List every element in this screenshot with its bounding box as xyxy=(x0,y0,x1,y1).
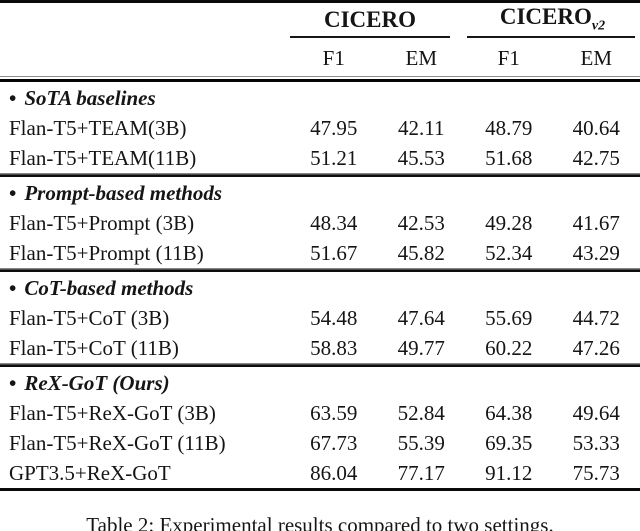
cell-em-cicerov2: 53.33 xyxy=(572,430,620,455)
metric-header-f1-cicero: F1 xyxy=(322,45,345,70)
model-name: Flan-T5+ReX-GoT (11B) xyxy=(9,430,226,455)
cell-f1-cicerov2: 51.68 xyxy=(485,145,533,170)
cell-em-cicerov2: 41.67 xyxy=(572,210,620,235)
section-sota-baselines: • SoTA baselines Flan-T5+TEAM(3B) 47.95 4… xyxy=(0,82,640,173)
column-group-cicero-v2: CICEROv2 xyxy=(465,4,640,35)
section-header-row: • CoT-based methods xyxy=(0,273,640,303)
table-row: Flan-T5+Prompt (11B) 51.67 45.82 52.34 4… xyxy=(0,238,640,268)
bullet-icon: • xyxy=(9,85,17,110)
section-header-row: • SoTA baselines xyxy=(0,83,640,113)
section-title: ReX-GoT (Ours) xyxy=(24,370,170,395)
cell-f1-cicerov2: 48.79 xyxy=(485,115,533,140)
cicero-v2-underline-rule xyxy=(467,36,635,38)
section-title: Prompt-based methods xyxy=(24,180,223,205)
model-name: Flan-T5+Prompt (3B) xyxy=(9,210,195,235)
model-name: Flan-T5+TEAM(11B) xyxy=(9,145,197,170)
bullet-icon: • xyxy=(9,275,17,300)
bullet-icon: • xyxy=(9,370,17,395)
cell-f1-cicero: 47.95 xyxy=(310,115,358,140)
cell-em-cicerov2: 49.64 xyxy=(572,400,620,425)
column-group-cicero: CICERO xyxy=(290,7,450,33)
cell-em-cicero: 55.39 xyxy=(397,430,445,455)
table-row: Flan-T5+ReX-GoT (3B) 63.59 52.84 64.38 4… xyxy=(0,398,640,428)
model-name: Flan-T5+CoT (11B) xyxy=(9,335,179,360)
section-title: SoTA baselines xyxy=(24,85,156,110)
bullet-icon: • xyxy=(9,180,17,205)
table-row: Flan-T5+Prompt (3B) 48.34 42.53 49.28 41… xyxy=(0,208,640,238)
cell-f1-cicerov2: 60.22 xyxy=(485,335,533,360)
section-divider-rule xyxy=(0,268,640,272)
cell-em-cicero: 52.84 xyxy=(397,400,445,425)
column-group-header-row: CICERO CICEROv2 xyxy=(0,3,640,36)
section-cot-based: • CoT-based methods Flan-T5+CoT (3B) 54.4… xyxy=(0,272,640,363)
section-divider-rule xyxy=(0,363,640,367)
cell-em-cicerov2: 44.72 xyxy=(572,305,620,330)
cell-f1-cicerov2: 64.38 xyxy=(485,400,533,425)
metric-header-f1-cicerov2: F1 xyxy=(497,45,520,70)
cell-em-cicero: 45.82 xyxy=(397,240,445,265)
section-header-row: • Prompt-based methods xyxy=(0,178,640,208)
table-bottom-rule xyxy=(0,488,640,491)
model-name: Flan-T5+ReX-GoT (3B) xyxy=(9,400,216,425)
cell-f1-cicero: 51.67 xyxy=(310,240,358,265)
cell-em-cicerov2: 75.73 xyxy=(572,460,620,485)
table-row: Flan-T5+CoT (3B) 54.48 47.64 55.69 44.72 xyxy=(0,303,640,333)
model-name: Flan-T5+Prompt (11B) xyxy=(9,240,204,265)
cell-em-cicero: 42.11 xyxy=(398,115,445,140)
table-row: Flan-T5+TEAM(3B) 47.95 42.11 48.79 40.64 xyxy=(0,113,640,143)
caption-area: Table 2: Experimental results compared t… xyxy=(0,491,640,531)
column-group-label: CICERO xyxy=(499,4,592,30)
table-row: GPT3.5+ReX-GoT 86.04 77.17 91.12 75.73 xyxy=(0,458,640,488)
cell-em-cicerov2: 43.29 xyxy=(572,240,620,265)
cell-em-cicerov2: 40.64 xyxy=(572,115,620,140)
cell-f1-cicerov2: 69.35 xyxy=(485,430,533,455)
cell-em-cicerov2: 47.26 xyxy=(572,335,620,360)
cicero-underline-rule xyxy=(290,36,450,38)
section-title: CoT-based methods xyxy=(24,275,194,300)
model-name: GPT3.5+ReX-GoT xyxy=(9,460,171,485)
cell-em-cicero: 47.64 xyxy=(397,305,445,330)
cell-f1-cicero: 54.48 xyxy=(310,305,358,330)
cell-em-cicerov2: 42.75 xyxy=(572,145,620,170)
table-top-rule xyxy=(0,0,640,3)
cell-f1-cicero: 51.21 xyxy=(310,145,358,170)
cell-f1-cicero: 86.04 xyxy=(310,460,358,485)
metric-header-em-cicerov2: EM xyxy=(580,45,613,70)
model-name: Flan-T5+TEAM(3B) xyxy=(9,115,187,140)
model-name: Flan-T5+CoT (3B) xyxy=(9,305,170,330)
metric-header-em-cicero: EM xyxy=(405,45,438,70)
header-bottom-rule xyxy=(0,76,640,82)
table-row: Flan-T5+CoT (11B) 58.83 49.77 60.22 47.2… xyxy=(0,333,640,363)
table-row: Flan-T5+ReX-GoT (11B) 67.73 55.39 69.35 … xyxy=(0,428,640,458)
cell-em-cicero: 49.77 xyxy=(397,335,445,360)
cell-f1-cicerov2: 55.69 xyxy=(485,305,533,330)
section-header-row: • ReX-GoT (Ours) xyxy=(0,368,640,398)
cell-f1-cicerov2: 49.28 xyxy=(485,210,533,235)
section-divider-rule xyxy=(0,173,640,177)
cell-em-cicero: 42.53 xyxy=(397,210,445,235)
table-row: Flan-T5+TEAM(11B) 51.21 45.53 51.68 42.7… xyxy=(0,143,640,173)
cell-f1-cicerov2: 52.34 xyxy=(485,240,533,265)
cell-em-cicero: 45.53 xyxy=(397,145,445,170)
cell-f1-cicero: 63.59 xyxy=(310,400,358,425)
metric-header-row: F1 EM F1 EM xyxy=(0,40,640,76)
cell-em-cicero: 77.17 xyxy=(397,460,445,485)
cell-f1-cicero: 48.34 xyxy=(310,210,358,235)
column-group-label: CICERO xyxy=(323,6,416,32)
cell-f1-cicerov2: 91.12 xyxy=(485,460,533,485)
cell-f1-cicero: 58.83 xyxy=(310,335,358,360)
column-group-subscript: v2 xyxy=(591,18,606,34)
column-group-underline-row xyxy=(0,36,640,40)
cell-f1-cicero: 67.73 xyxy=(310,430,358,455)
section-prompt-based: • Prompt-based methods Flan-T5+Prompt (3B… xyxy=(0,177,640,268)
section-rex-got-ours: • ReX-GoT (Ours) Flan-T5+ReX-GoT (3B) 63.… xyxy=(0,367,640,488)
table-caption: Table 2: Experimental results compared t… xyxy=(86,513,554,531)
